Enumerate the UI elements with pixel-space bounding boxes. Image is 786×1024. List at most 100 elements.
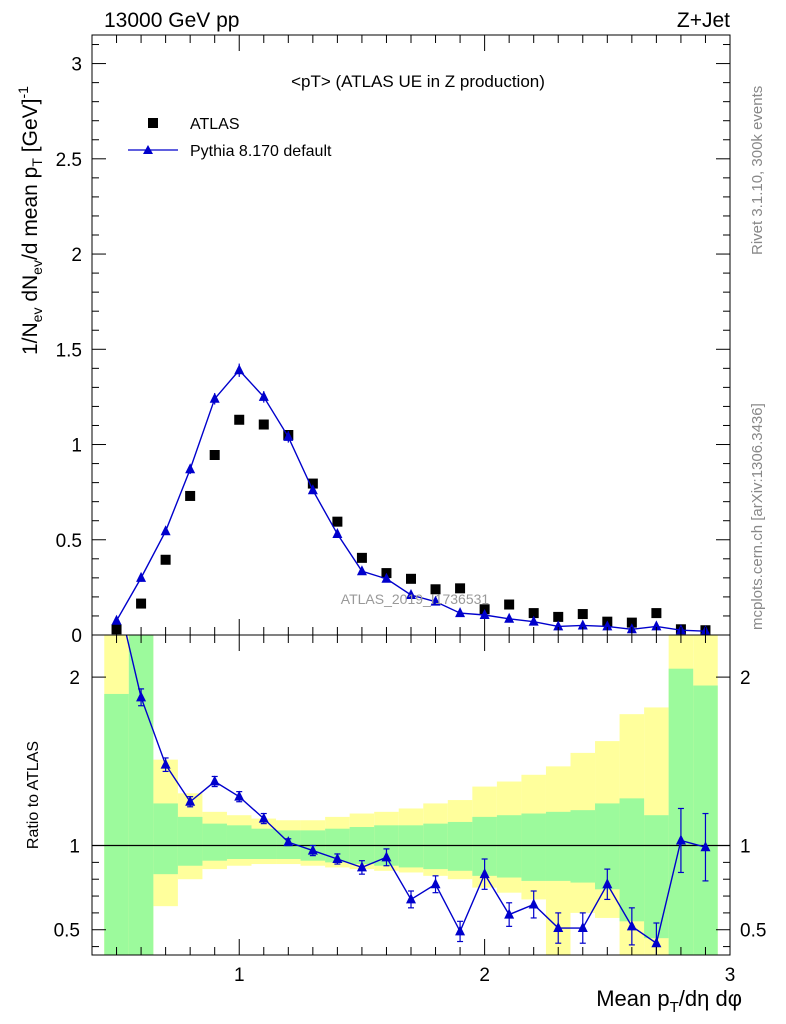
ratio-pythia-point bbox=[504, 908, 515, 919]
ratio-pythia-point bbox=[675, 834, 686, 845]
legend-entry-pythia: Pythia 8.170 default bbox=[190, 143, 332, 160]
ratio-xtick-label: 3 bbox=[725, 965, 736, 986]
pythia-point bbox=[136, 571, 147, 582]
ratio-ytick-label: 2 bbox=[69, 668, 80, 689]
header-left: 13000 GeV pp bbox=[104, 9, 239, 32]
ratio-pythia-point bbox=[258, 812, 269, 823]
pythia-point bbox=[111, 614, 122, 625]
band-green bbox=[202, 823, 227, 861]
atlas-point bbox=[209, 450, 220, 460]
pythia-point bbox=[234, 364, 245, 375]
ratio-ylabel: Ratio to ATLAS bbox=[25, 741, 42, 849]
ratio-pythia-point bbox=[160, 758, 171, 769]
atlas-point bbox=[406, 573, 416, 584]
band-green bbox=[619, 798, 645, 922]
ratio-pythia-point bbox=[136, 691, 147, 702]
atlas-point bbox=[528, 608, 539, 619]
atlas-point bbox=[577, 609, 588, 620]
main-ytick-label: 1.5 bbox=[56, 340, 82, 361]
legend-marker-atlas bbox=[148, 118, 158, 128]
main-frame bbox=[91, 34, 731, 636]
ratio-pythia-point bbox=[185, 795, 196, 806]
atlas-point bbox=[626, 617, 637, 628]
atlas-point bbox=[332, 516, 343, 527]
atlas-point bbox=[553, 611, 564, 622]
atlas-point bbox=[651, 608, 662, 619]
ratio-pythia-point bbox=[332, 853, 343, 863]
ratio-pythia-point bbox=[209, 775, 220, 786]
ratio-ytick-label: 0.5 bbox=[54, 921, 80, 942]
band-green bbox=[177, 816, 203, 866]
band-green bbox=[398, 825, 424, 868]
main-title: <pT> (ATLAS UE in Z production) bbox=[291, 72, 545, 91]
ratio-pythia-point bbox=[479, 868, 490, 879]
ratio-pythia-point bbox=[602, 878, 613, 889]
pythia-point bbox=[504, 612, 515, 623]
band-green bbox=[128, 635, 154, 955]
atlas-point bbox=[356, 552, 367, 563]
band-green bbox=[496, 815, 522, 878]
main-ytick-label: 1 bbox=[71, 436, 82, 457]
pythia-point bbox=[381, 572, 392, 583]
pythia-point bbox=[185, 463, 196, 474]
pythia-point bbox=[553, 620, 564, 631]
pythia-point bbox=[651, 620, 662, 631]
ratio-pythia-point bbox=[577, 922, 588, 933]
main-ytick-label: 3 bbox=[71, 55, 82, 76]
ratio-pythia-point bbox=[307, 844, 318, 855]
band-green bbox=[545, 811, 571, 881]
atlas-point bbox=[136, 598, 147, 609]
band-green bbox=[447, 821, 473, 871]
ratio-pythia-point bbox=[626, 920, 637, 931]
pythia-point bbox=[602, 620, 613, 631]
ratio-pythia-point bbox=[700, 841, 711, 852]
ratio-ytick-label-right: 2 bbox=[740, 668, 751, 689]
main-ytick-label: 2.5 bbox=[56, 150, 82, 171]
pythia-point bbox=[356, 565, 367, 576]
atlas-point bbox=[160, 554, 171, 565]
pythia-point bbox=[406, 589, 416, 599]
ratio-pythia-point bbox=[455, 925, 466, 936]
ratio-xtick-label: 1 bbox=[234, 965, 245, 986]
atlas-point bbox=[504, 599, 515, 610]
pythia-point bbox=[258, 390, 269, 401]
band-green bbox=[104, 693, 129, 955]
pythia-point bbox=[577, 619, 588, 630]
band-green bbox=[570, 810, 596, 883]
atlas-point bbox=[455, 583, 466, 594]
ratio-pythia-point bbox=[406, 893, 416, 904]
pythia-point bbox=[307, 484, 318, 495]
ratio-pythia-point bbox=[553, 922, 564, 933]
ratio-ytick-label: 1 bbox=[69, 837, 80, 858]
watermark: ATLAS_2019_I1736531 bbox=[341, 591, 490, 607]
pythia-point bbox=[455, 607, 466, 618]
ratio-pythia-point bbox=[234, 790, 245, 801]
band-green bbox=[226, 825, 252, 859]
main-ytick-label: 0 bbox=[71, 626, 82, 647]
band-green bbox=[521, 813, 546, 881]
ratio-pythia-point bbox=[112, 587, 122, 597]
atlas-point bbox=[234, 414, 245, 425]
band-green bbox=[423, 823, 448, 870]
atlas-point bbox=[430, 584, 441, 595]
pythia-point bbox=[479, 609, 490, 619]
ratio-pythia-point bbox=[356, 861, 367, 872]
ratio-panel: 0.5 0.5 1 1 2 2 1 2 3 Ratio to ATLAS Mean pT/dη … bbox=[25, 587, 766, 1016]
legend-entry-atlas: ATLAS bbox=[190, 116, 240, 133]
header-right: Z+Jet bbox=[677, 9, 730, 32]
mcplots-label: mcplots.cern.ch [arXiv:1306.3436] bbox=[749, 403, 766, 630]
pythia-point bbox=[332, 528, 343, 539]
main-ylabel: 1/Nev dNev/d mean pT [GeV]-1 bbox=[15, 86, 45, 355]
pythia-point bbox=[528, 615, 539, 626]
ratio-ytick-label-right: 0.5 bbox=[740, 921, 766, 942]
legend: ATLAS Pythia 8.170 default bbox=[128, 116, 332, 160]
pythia-point bbox=[430, 595, 441, 606]
band-green bbox=[153, 803, 178, 875]
atlas-point bbox=[185, 490, 196, 501]
main-ytick-label: 2 bbox=[71, 245, 82, 266]
legend-marker-pythia bbox=[143, 145, 153, 154]
ratio-pythia-point bbox=[283, 836, 294, 847]
main-ytick-label: 0.5 bbox=[56, 531, 82, 552]
atlas-point bbox=[307, 478, 318, 489]
